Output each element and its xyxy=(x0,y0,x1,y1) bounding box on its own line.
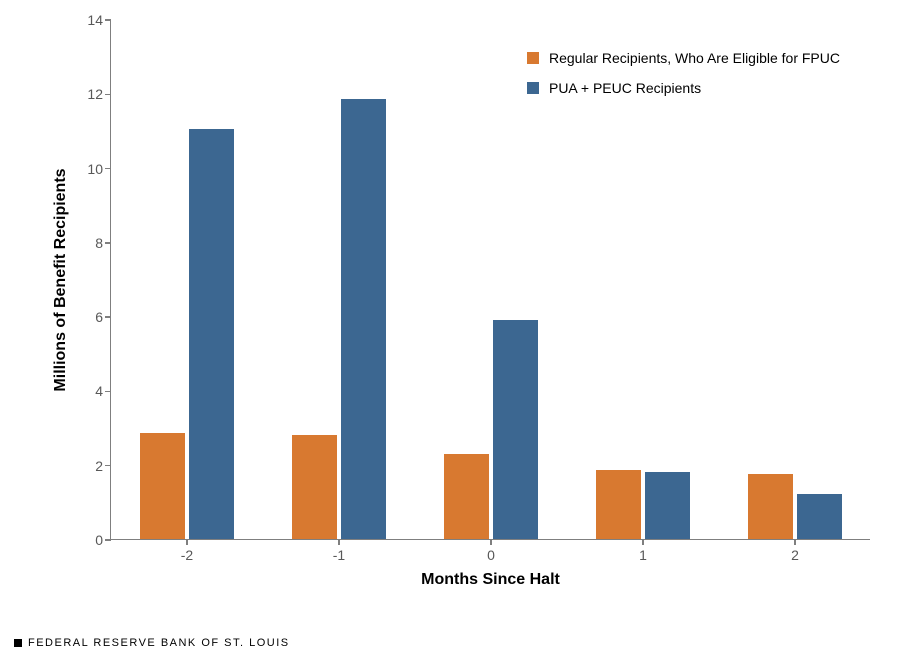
y-tick-mark xyxy=(105,539,111,541)
bar xyxy=(645,472,691,539)
source-label: FEDERAL RESERVE BANK OF ST. LOUIS xyxy=(28,637,290,649)
y-tick-label: 0 xyxy=(95,532,103,548)
legend-label: PUA + PEUC Recipients xyxy=(549,80,701,96)
y-tick-label: 14 xyxy=(87,12,103,28)
y-tick-mark xyxy=(105,316,111,318)
y-tick-mark xyxy=(105,168,111,170)
y-tick-label: 10 xyxy=(87,161,103,177)
y-tick-mark xyxy=(105,242,111,244)
y-tick-mark xyxy=(105,94,111,96)
y-tick-label: 2 xyxy=(95,458,103,474)
x-tick-label: -1 xyxy=(333,547,345,563)
bar xyxy=(140,433,186,539)
bar xyxy=(444,454,490,539)
y-tick-mark xyxy=(105,465,111,467)
y-tick-label: 6 xyxy=(95,309,103,325)
x-tick-mark xyxy=(794,539,796,545)
x-tick-mark xyxy=(490,539,492,545)
y-axis-title: Millions of Benefit Recipients xyxy=(52,168,70,391)
bar xyxy=(189,129,235,539)
bar xyxy=(596,470,642,539)
y-tick-label: 8 xyxy=(95,235,103,251)
x-tick-label: -2 xyxy=(181,547,193,563)
x-axis-title: Months Since Halt xyxy=(421,571,560,589)
y-tick-label: 4 xyxy=(95,383,103,399)
x-tick-label: 1 xyxy=(639,547,647,563)
x-tick-label: 0 xyxy=(487,547,495,563)
x-tick-label: 2 xyxy=(791,547,799,563)
legend: Regular Recipients, Who Are Eligible for… xyxy=(527,50,840,110)
bar xyxy=(748,474,794,539)
legend-swatch-icon xyxy=(527,52,539,64)
x-tick-mark xyxy=(338,539,340,545)
plot-area: Millions of Benefit Recipients Months Si… xyxy=(110,20,870,540)
bar xyxy=(797,494,843,539)
legend-item: PUA + PEUC Recipients xyxy=(527,80,840,96)
source-attribution: FEDERAL RESERVE BANK OF ST. LOUIS xyxy=(14,637,290,649)
bar xyxy=(341,99,387,539)
legend-label: Regular Recipients, Who Are Eligible for… xyxy=(549,50,840,66)
bar xyxy=(292,435,338,539)
y-tick-mark xyxy=(105,19,111,21)
x-tick-mark xyxy=(642,539,644,545)
y-tick-label: 12 xyxy=(87,86,103,102)
x-tick-mark xyxy=(186,539,188,545)
y-tick-mark xyxy=(105,391,111,393)
source-square-icon xyxy=(14,639,22,647)
legend-swatch-icon xyxy=(527,82,539,94)
legend-item: Regular Recipients, Who Are Eligible for… xyxy=(527,50,840,66)
chart-container: Millions of Benefit Recipients Months Si… xyxy=(70,10,880,590)
bar xyxy=(493,320,539,539)
